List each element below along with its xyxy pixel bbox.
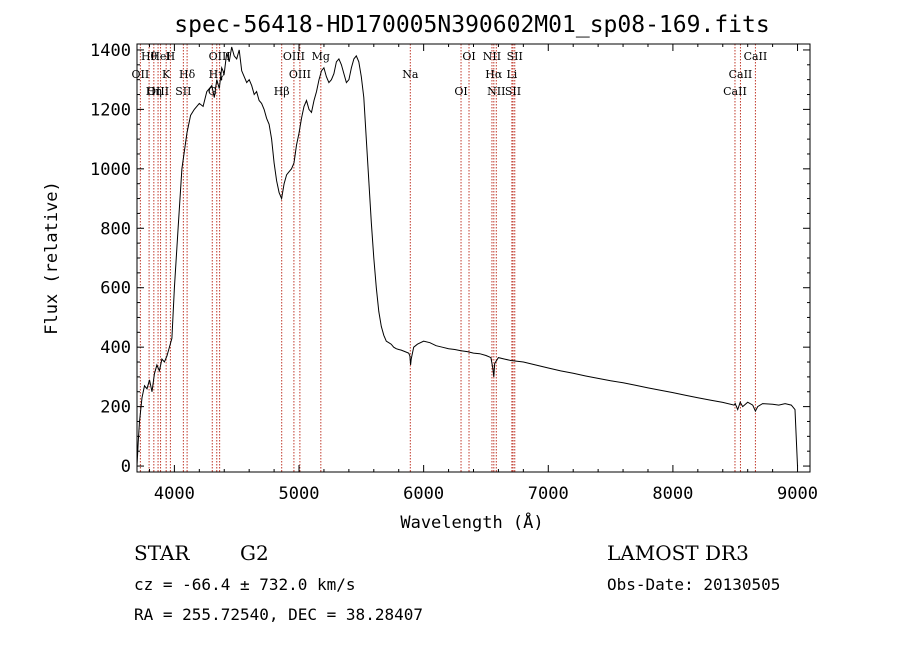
x-axis: 4000 5000 6000 7000 8000 9000 [148, 44, 818, 504]
y-tick-label: 800 [100, 219, 131, 239]
spectral-line-label: OIII [283, 50, 305, 63]
spectral-line-label: NII [487, 85, 505, 98]
spectral-line-label: OIII [209, 50, 231, 63]
redshift-cz: cz = -66.4 ± 732.0 km/s [134, 575, 356, 594]
spectral-line-labels: HθOIIOIIIHeIKHηHHδSIIOIIIHγGOIIIOIIIHβMg… [132, 50, 768, 98]
x-tick-label: 8000 [652, 484, 693, 504]
obs-date: Obs-Date: 20130505 [607, 575, 780, 594]
spectral-line-label: CaII [729, 68, 753, 81]
spectral-line-label: H [166, 50, 176, 63]
coordinates: RA = 255.72540, DEC = 38.28407 [134, 605, 423, 624]
y-tick-label: 600 [100, 279, 131, 299]
x-tick-label: 5000 [279, 484, 320, 504]
plot-frame [136, 43, 811, 473]
y-tick-label: 200 [100, 398, 131, 418]
y-tick-label: 1400 [90, 41, 131, 61]
spectral-line-label: NII [483, 50, 501, 63]
spectral-line-label: OII [132, 68, 150, 81]
spectral-line-label: OIII [147, 85, 169, 98]
x-tick-label: 7000 [528, 484, 569, 504]
spectral-line-label: Hη [146, 85, 162, 98]
spectral-line-label: Na [402, 68, 419, 81]
spectral-line-label: CaII [744, 50, 768, 63]
y-axis: 0 200 400 600 800 1000 1200 1400 [90, 41, 810, 477]
survey-name: LAMOST DR3 [607, 541, 749, 565]
spectrum-line [136, 46, 798, 467]
spectral-lines [139, 44, 756, 472]
object-class: STAR [134, 541, 190, 565]
x-tick-label: 9000 [777, 484, 818, 504]
y-tick-label: 1200 [90, 100, 131, 120]
spectral-line-label: SII [505, 85, 521, 98]
spectral-line-label: OI [454, 85, 467, 98]
spectral-line-label: Hα [485, 68, 503, 81]
spectral-line-label: K [162, 68, 171, 81]
spectral-line-label: HeI [150, 50, 170, 63]
x-tick-label: 4000 [154, 484, 195, 504]
spectral-line-label: OIII [289, 68, 311, 81]
spectral-line-label: Mg [312, 50, 330, 63]
y-tick-label: 1000 [90, 160, 131, 180]
spectral-line-label: Li [506, 68, 517, 81]
x-tick-label: 6000 [403, 484, 444, 504]
y-axis-label: Flux (relative) [42, 181, 62, 335]
object-subclass: G2 [240, 541, 269, 565]
spectral-line-label: Hβ [274, 85, 290, 98]
y-tick-label: 400 [100, 338, 131, 358]
spectral-line-label: G [208, 85, 217, 98]
y-tick-label: 0 [121, 457, 131, 477]
x-axis-label: Wavelength (Å) [400, 511, 543, 533]
spectral-line-label: OI [462, 50, 475, 63]
spectral-line-label: CaII [723, 85, 747, 98]
spectral-line-label: Hδ [179, 68, 196, 81]
spectral-line-label: SII [507, 50, 523, 63]
spectral-line-label: SII [175, 85, 191, 98]
chart-title: spec-56418-HD170005N390602M01_sp08-169.f… [174, 12, 769, 38]
spectral-line-label: Hθ [141, 50, 158, 63]
